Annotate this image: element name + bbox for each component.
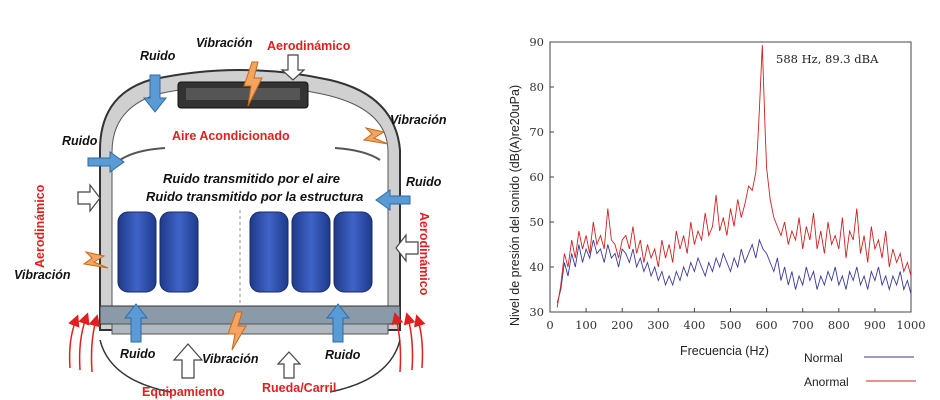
label-rueda-carril: Rueda/Carril bbox=[262, 381, 336, 395]
y-tick-label: 30 bbox=[529, 305, 544, 319]
y-tick-label: 70 bbox=[529, 125, 544, 139]
legend: Normal Anormal bbox=[804, 351, 916, 389]
x-tick-label: 600 bbox=[756, 318, 778, 332]
label-ruido-bottom-left: Ruido bbox=[120, 347, 156, 361]
x-tick-label: 500 bbox=[720, 318, 742, 332]
y-tick-label: 40 bbox=[529, 260, 544, 274]
x-tick-label: 900 bbox=[864, 318, 886, 332]
noise-arrow-right bbox=[375, 189, 411, 211]
seats-left bbox=[117, 211, 199, 293]
aero-arrow-left bbox=[77, 183, 101, 213]
noise-arrows bbox=[87, 74, 411, 343]
y-tick-label: 80 bbox=[529, 80, 544, 94]
label-ruido-aire: Ruido transmitido por el aire bbox=[163, 171, 340, 186]
vibration-bolt-bottom bbox=[227, 311, 247, 351]
label-vibracion-right-top: Vibración bbox=[390, 113, 447, 127]
noise-arrow-left bbox=[87, 151, 125, 173]
aero-arrow-top bbox=[280, 54, 306, 81]
train-noise-diagram: Ruido Vibración Aerodinámico Aire Acondi… bbox=[14, 36, 447, 399]
y-tick-label: 50 bbox=[529, 215, 544, 229]
label-aerodinamico-top: Aerodinámico bbox=[267, 39, 351, 53]
aero-arrows bbox=[77, 54, 419, 379]
y-axis-label: Nivel de presión del sonido (dB(A)re20uP… bbox=[508, 85, 522, 326]
label-ruido-estructura: Ruido transmitido por la estructura bbox=[146, 189, 363, 204]
sound-pressure-chart: 30 40 50 60 70 80 90 0 100 200 300 400 500 600 700 800… bbox=[508, 35, 926, 389]
label-ruido-left: Ruido bbox=[62, 134, 98, 148]
noise-arrow-bottom-left bbox=[123, 303, 149, 343]
series-anormal-line bbox=[556, 45, 912, 308]
red-arrows-right bbox=[391, 312, 426, 373]
x-axis-label: Frecuencia (Hz) bbox=[680, 344, 769, 358]
legend-normal-label: Normal bbox=[804, 351, 843, 365]
x-tick-label: 400 bbox=[683, 318, 705, 332]
x-tick-label: 1000 bbox=[896, 318, 925, 332]
vibration-bolt-right bbox=[362, 127, 389, 145]
label-aerodinamico-right: Aerodinámico bbox=[417, 212, 431, 296]
y-axis-ticks: 30 40 50 60 70 80 90 bbox=[529, 35, 554, 319]
label-ruido-top: Ruido bbox=[140, 49, 176, 63]
label-ruido-bottom-right: Ruido bbox=[325, 348, 361, 362]
label-ruido-right: Ruido bbox=[406, 175, 442, 189]
label-equipamiento: Equipamiento bbox=[142, 385, 225, 399]
series-normal-line bbox=[556, 238, 912, 304]
aero-arrow-right bbox=[395, 233, 419, 263]
y-tick-label: 60 bbox=[529, 170, 544, 184]
x-tick-label: 200 bbox=[611, 318, 633, 332]
y-tick-label: 90 bbox=[529, 35, 544, 49]
plot-frame bbox=[549, 41, 912, 313]
vibration-bolt-left bbox=[82, 251, 109, 269]
label-vibracion-bottom: Vibración bbox=[202, 352, 259, 366]
peak-annotation: 588 Hz, 89.3 dBA bbox=[776, 52, 879, 66]
x-tick-label: 300 bbox=[647, 318, 669, 332]
label-vibracion-left: Vibración bbox=[14, 268, 71, 282]
red-arrows-left bbox=[68, 312, 101, 373]
vibration-bolts bbox=[82, 61, 389, 351]
label-aire-acondicionado: Aire Acondicionado bbox=[172, 129, 290, 143]
wheel-arrow bbox=[276, 351, 302, 379]
label-aerodinamico-left: Aerodinámico bbox=[33, 184, 47, 268]
noise-arrow-top bbox=[142, 74, 168, 113]
x-axis-ticks: 0 100 200 300 400 500 600 700 800 900 1000 bbox=[546, 308, 926, 332]
vibration-bolt-top bbox=[243, 61, 263, 107]
legend-anormal-label: Anormal bbox=[804, 375, 849, 389]
x-tick-label: 700 bbox=[792, 318, 814, 332]
seats-right bbox=[249, 211, 373, 293]
noise-arrow-bottom-right bbox=[325, 303, 351, 343]
x-tick-label: 800 bbox=[828, 318, 850, 332]
x-tick-label: 0 bbox=[546, 318, 553, 332]
label-vibracion-top: Vibración bbox=[196, 36, 253, 50]
equip-arrow bbox=[172, 343, 204, 379]
x-tick-label: 100 bbox=[575, 318, 597, 332]
